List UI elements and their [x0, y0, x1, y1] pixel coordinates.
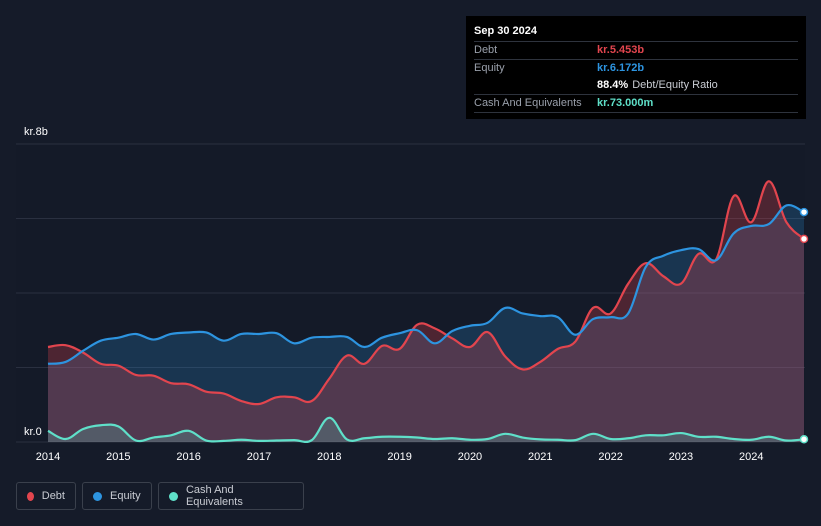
debt-line: [47, 180, 805, 406]
legend-equity[interactable]: Equity: [82, 482, 152, 510]
tooltip-cash-row: Cash And Equivalents kr.73.000m: [474, 94, 798, 112]
x-tick-label: 2015: [106, 451, 130, 463]
x-tick-label: 2019: [387, 451, 411, 463]
tooltip-cash-label: Cash And Equivalents: [474, 97, 582, 109]
x-tick-label: 2014: [36, 451, 60, 463]
x-tick-label: 2022: [598, 451, 622, 463]
tooltip-date: Sep 30 2024: [474, 25, 537, 37]
legend-debt[interactable]: Debt: [16, 482, 76, 510]
tooltip-debt-label: Debt: [474, 44, 498, 56]
equity-line: [47, 203, 805, 365]
tooltip-ratio-value: 88.4%: [597, 79, 629, 91]
x-tick-labels: 2014 2015 2016 2017 2018 2019 2020 2021 2022 2023…: [36, 451, 764, 463]
tooltip-cash-value: kr.73.000m: [597, 97, 654, 109]
x-tick-label: 2020: [458, 451, 482, 463]
x-tick-label: 2018: [317, 451, 341, 463]
y-label-top: kr.8b: [24, 126, 48, 138]
x-tick-label: 2016: [176, 451, 200, 463]
x-tick-label: 2017: [247, 451, 271, 463]
grid-lines: [16, 143, 805, 443]
tooltip-ratio-row: 88.4% Debt/Equity Ratio: [474, 77, 798, 94]
tooltip-panel: Sep 30 2024 Debt kr.5.453b Equity kr.6.1…: [466, 16, 806, 119]
debt-area: [48, 181, 804, 442]
tooltip-debt-value: kr.5.453b: [597, 44, 645, 56]
cash-dot-icon: [169, 491, 178, 501]
debt-end-point: [799, 234, 809, 244]
legend-debt-label: Debt: [41, 490, 65, 502]
x-tick-label: 2024: [739, 451, 763, 463]
tooltip-bottom-rule: [474, 112, 798, 113]
cash-end-point: [799, 435, 809, 444]
tooltip-equity-label: Equity: [474, 62, 505, 74]
y-label-bottom: kr.0: [24, 426, 42, 438]
tooltip-equity-row: Equity kr.6.172b: [474, 59, 798, 77]
cash-line: [47, 416, 805, 443]
x-tick-label: 2023: [669, 451, 693, 463]
x-tick-label: 2021: [528, 451, 552, 463]
cash-area: [48, 417, 804, 442]
series-lines: [47, 180, 809, 444]
legend-cash[interactable]: Cash And Equivalents: [158, 482, 304, 510]
legend-equity-label: Equity: [110, 490, 141, 502]
tooltip-ratio-spacer: [474, 77, 597, 94]
series-areas: [48, 181, 804, 442]
tooltip-ratio-label: Debt/Equity Ratio: [632, 79, 718, 91]
debt-dot-icon: [27, 491, 34, 501]
equity-dot-icon: [93, 491, 102, 501]
tooltip-equity-value: kr.6.172b: [597, 62, 645, 74]
tooltip-debt-row: Debt kr.5.453b: [474, 41, 798, 59]
legend-cash-label: Cash And Equivalents: [185, 484, 243, 508]
equity-end-point: [799, 207, 809, 217]
equity-area: [48, 205, 804, 442]
